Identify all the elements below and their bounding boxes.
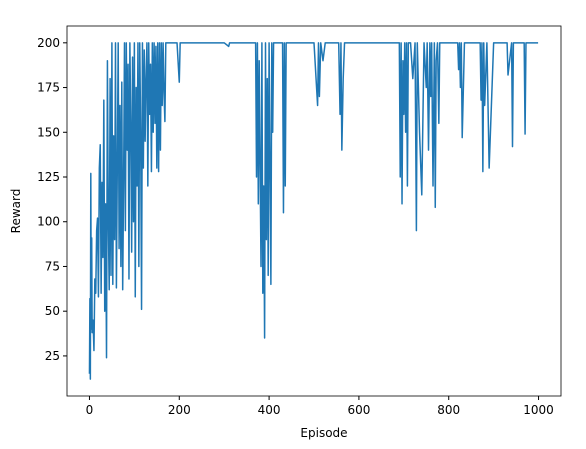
x-tick-label: 600 <box>347 403 370 417</box>
y-tick-label: 100 <box>37 215 60 229</box>
x-tick-label: 0 <box>86 403 94 417</box>
y-axis-label: Reward <box>9 189 23 234</box>
y-tick-label: 50 <box>45 304 60 318</box>
x-axis-label: Episode <box>300 426 347 440</box>
x-tick-label: 400 <box>258 403 281 417</box>
line <box>88 42 539 380</box>
x-tick-label: 1000 <box>523 403 554 417</box>
y-tick-label: 25 <box>45 349 60 363</box>
y-tick-label: 75 <box>45 259 60 273</box>
y-tick-label: 125 <box>37 170 60 184</box>
y-tick-label: 150 <box>37 125 60 139</box>
plot-frame <box>66 25 562 397</box>
y-tick-label: 175 <box>37 81 60 95</box>
x-tick-label: 200 <box>168 403 191 417</box>
y-tick-label: 200 <box>37 36 60 50</box>
x-tick-label: 800 <box>437 403 460 417</box>
